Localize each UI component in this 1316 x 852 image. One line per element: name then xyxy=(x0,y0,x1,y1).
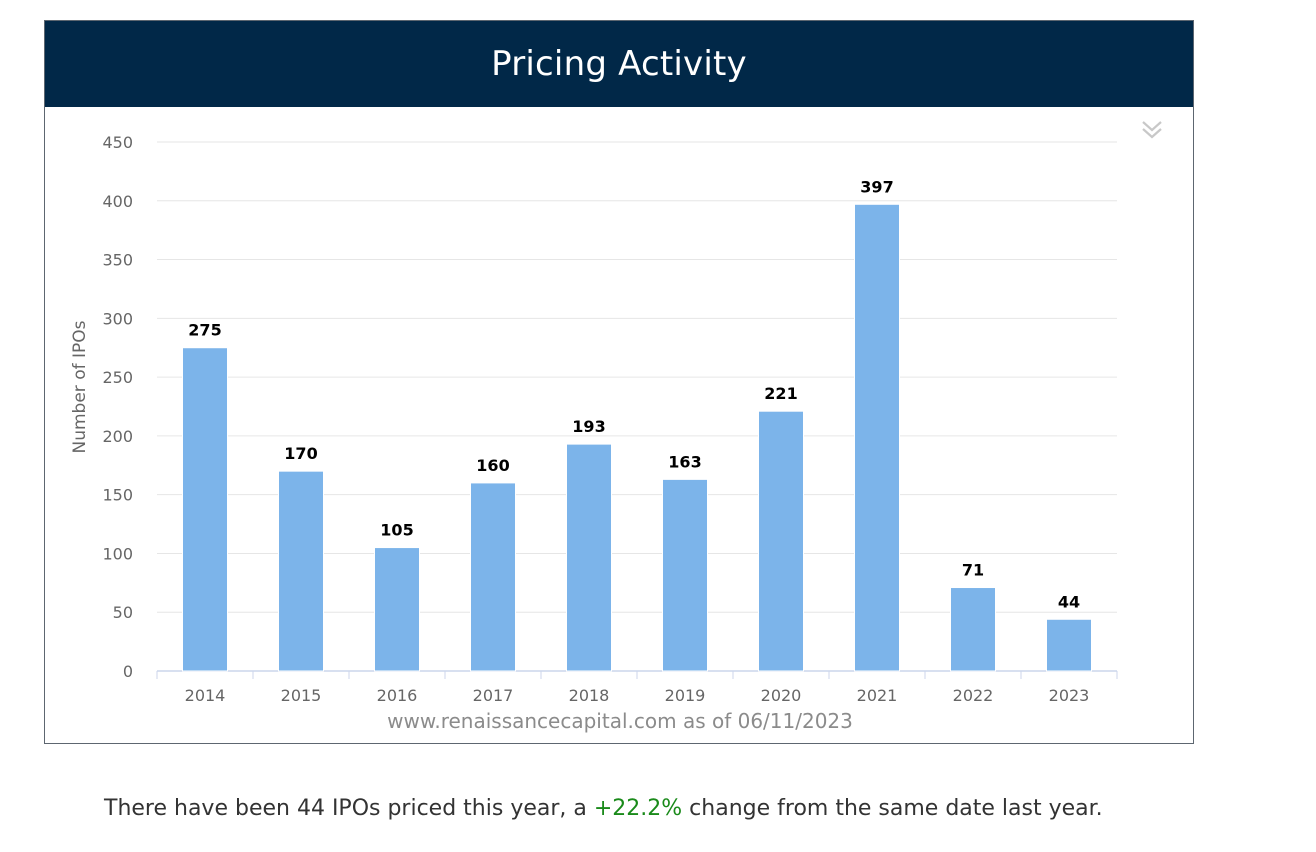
x-tick-label: 2022 xyxy=(953,686,994,705)
y-tick-label: 0 xyxy=(123,662,133,681)
summary-prefix: There have been 44 IPOs priced this year… xyxy=(104,796,594,821)
summary-suffix: change from the same date last year. xyxy=(682,796,1103,821)
bar-2020[interactable] xyxy=(758,410,804,672)
double-chevron-down-icon[interactable] xyxy=(1139,117,1165,143)
data-label-2020: 221 xyxy=(764,384,797,403)
bar-2021[interactable] xyxy=(854,203,900,672)
data-label-2019: 163 xyxy=(668,452,701,471)
data-label-2018: 193 xyxy=(572,417,605,436)
summary-change: +22.2% xyxy=(593,796,683,821)
axes xyxy=(156,670,1118,679)
data-label-2015: 170 xyxy=(284,444,317,463)
x-tick-label: 2016 xyxy=(377,686,418,705)
bar-2016[interactable] xyxy=(374,547,420,672)
bar-2022[interactable] xyxy=(950,587,996,672)
bar-chart: 275 170 105 160 193 163 221 397 71 44 0 50 100 150 20… xyxy=(70,133,1118,705)
x-tick-label: 2018 xyxy=(569,686,610,705)
data-label-2021: 397 xyxy=(860,177,893,196)
y-tick-label: 100 xyxy=(102,544,133,563)
source-note: www.renaissancecapital.com as of 06/11/2… xyxy=(387,709,853,733)
chart-title: Pricing Activity xyxy=(491,44,747,84)
bar-2018[interactable] xyxy=(566,443,612,672)
data-label-2022: 71 xyxy=(962,561,984,580)
data-label-2017: 160 xyxy=(476,456,509,475)
data-label-2023: 44 xyxy=(1058,592,1080,611)
y-tick-label: 450 xyxy=(102,133,133,152)
x-tick-label: 2020 xyxy=(761,686,802,705)
y-tick-label: 150 xyxy=(102,486,133,505)
y-tick-label: 400 xyxy=(102,192,133,211)
y-tick-label: 350 xyxy=(102,251,133,270)
x-tick-label: 2017 xyxy=(473,686,514,705)
x-tick-label: 2019 xyxy=(665,686,706,705)
bar-2017[interactable] xyxy=(470,482,516,672)
x-tick-label: 2014 xyxy=(185,686,226,705)
y-tick-label: 50 xyxy=(113,603,133,622)
chart-panel: Pricing Activity 275 170 105 160 193 163 221 39… xyxy=(44,20,1194,744)
x-tick-label: 2023 xyxy=(1049,686,1090,705)
y-axis-title: Number of IPOs xyxy=(70,320,90,453)
x-tick-label: 2015 xyxy=(281,686,322,705)
bar-2014[interactable] xyxy=(182,347,228,672)
y-tick-label: 200 xyxy=(102,427,133,446)
y-tick-label: 250 xyxy=(102,368,133,387)
bar-2023[interactable] xyxy=(1046,618,1092,672)
y-tick-label: 300 xyxy=(102,309,133,328)
x-tick-label: 2021 xyxy=(857,686,898,705)
bar-2019[interactable] xyxy=(662,478,708,672)
data-label-2016: 105 xyxy=(380,521,413,540)
bar-2015[interactable] xyxy=(278,470,324,672)
data-labels: 275 170 105 160 193 163 221 397 71 44 xyxy=(188,177,1080,611)
tick-labels: 0 50 100 150 200 250 300 350 400 450 2014 2015 2016 2… xyxy=(102,133,1089,705)
summary-text: There have been 44 IPOs priced this year… xyxy=(104,796,1103,821)
data-label-2014: 275 xyxy=(188,321,221,340)
chart-header: Pricing Activity xyxy=(45,21,1193,107)
bars xyxy=(182,203,1092,672)
